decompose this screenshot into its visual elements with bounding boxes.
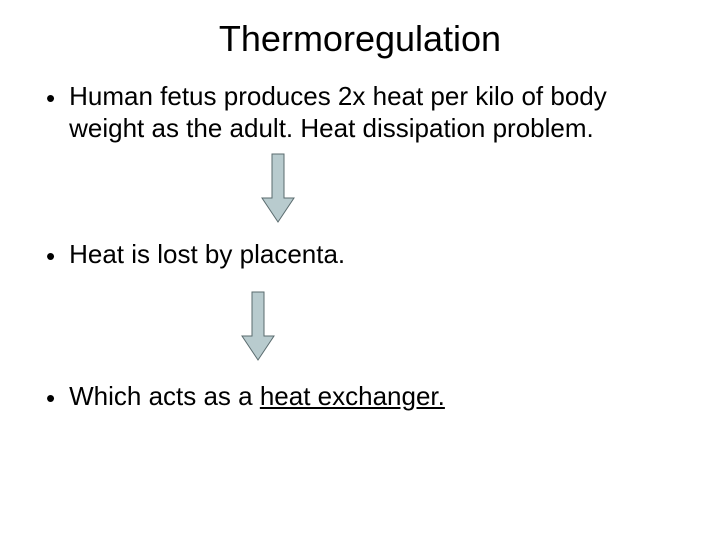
- arrow-1: [0, 152, 720, 224]
- bullet-marker: •: [46, 240, 55, 272]
- bullet-text: Which acts as a heat exchanger.: [69, 380, 445, 412]
- down-arrow-icon: [240, 290, 276, 362]
- arrow-2: [0, 290, 720, 362]
- bullet-text-prefix: Which acts as a: [69, 381, 260, 411]
- bullet-text: Human fetus produces 2x heat per kilo of…: [69, 80, 680, 144]
- bullet-text-underlined: heat exchanger.: [260, 381, 445, 411]
- page-title: Thermoregulation: [0, 0, 720, 78]
- bullet-item-3: • Which acts as a heat exchanger.: [0, 380, 720, 414]
- bullet-marker: •: [46, 82, 55, 114]
- bullet-item-1: • Human fetus produces 2x heat per kilo …: [0, 80, 720, 144]
- bullet-item-2: • Heat is lost by placenta.: [0, 238, 720, 272]
- bullet-marker: •: [46, 382, 55, 414]
- down-arrow-icon: [260, 152, 296, 224]
- bullet-text: Heat is lost by placenta.: [69, 238, 345, 270]
